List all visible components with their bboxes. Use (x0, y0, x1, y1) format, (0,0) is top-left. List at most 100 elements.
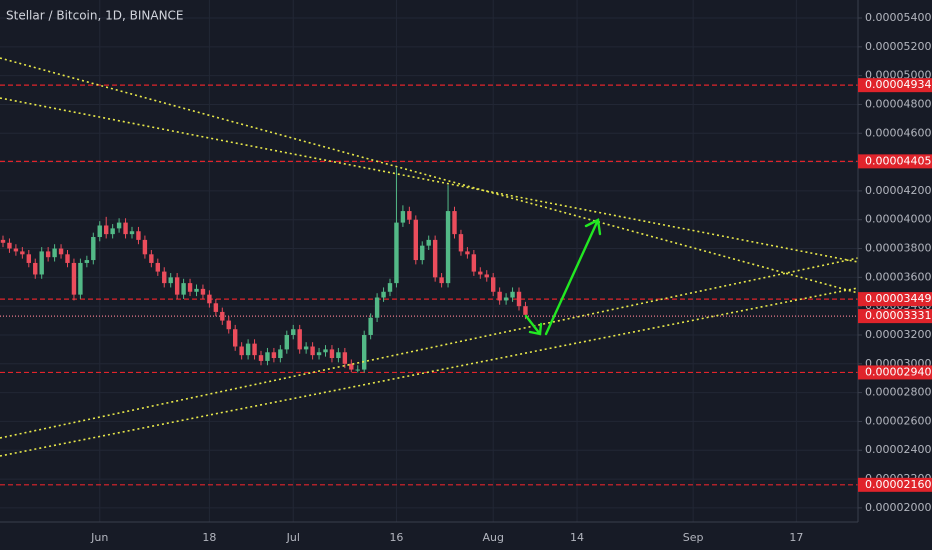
x-tick-label: 17 (789, 531, 803, 544)
price-level-tag (858, 292, 932, 307)
arrows (524, 218, 602, 336)
candle-body (368, 317, 373, 335)
price-level-label: 0.00002160 (865, 478, 931, 491)
x-tick-label: Jun (90, 531, 108, 544)
candle-body (0, 239, 6, 243)
candle-body (284, 334, 289, 350)
candle-body (265, 352, 270, 361)
arrow-head (584, 218, 602, 236)
candle-body (220, 311, 225, 321)
candle-body (39, 251, 44, 275)
candle-body (484, 274, 489, 278)
candle-body (142, 239, 148, 255)
trendline (0, 57, 859, 294)
candle-body (316, 352, 322, 356)
arrow (544, 218, 600, 336)
candle-body (478, 271, 483, 275)
candle-body (374, 297, 380, 318)
price-level-tag (858, 365, 932, 380)
candle-body (336, 352, 341, 359)
candle-body (445, 211, 451, 284)
candle-body (420, 245, 425, 261)
x-tick-label: Aug (482, 531, 503, 544)
candle-body (26, 254, 31, 263)
candle-body (491, 277, 496, 292)
x-tick-label: Jul (286, 531, 300, 544)
candle-body (155, 262, 160, 272)
candle-body (97, 225, 102, 238)
candle-body (407, 211, 412, 220)
trendline (0, 97, 859, 263)
candle-body (323, 349, 328, 353)
trendlines (0, 57, 859, 457)
x-tick-label: 14 (570, 531, 584, 544)
candle-body (174, 277, 180, 295)
candle-body (104, 225, 109, 235)
candle-body (187, 283, 193, 292)
candle-body (349, 363, 354, 370)
candle-body (207, 294, 212, 304)
candle-body (20, 251, 25, 255)
candle-body (13, 248, 19, 252)
price-level-label: 0.00004934 (865, 78, 931, 91)
arrow-head (528, 322, 543, 336)
candle-body (213, 303, 219, 312)
y-tick-label: 0.00005200 (865, 40, 931, 53)
y-tick-label: 0.00005400 (865, 11, 931, 24)
candle-body (252, 343, 257, 356)
price-level-tag (858, 154, 932, 169)
y-tick-label: 0.00002000 (865, 501, 931, 514)
arrow (524, 314, 542, 336)
candle-body (116, 222, 122, 229)
y-tick-label: 0.00003600 (865, 270, 931, 283)
candle-body (310, 346, 315, 356)
candle-body (168, 277, 173, 284)
candle-body (194, 288, 199, 292)
y-tick-label: 0.00002600 (865, 414, 931, 427)
candle-body (123, 222, 128, 235)
y-tick-label: 0.00003200 (865, 328, 931, 341)
candle-body (239, 346, 244, 356)
candle-body (439, 277, 444, 284)
candle-body (245, 343, 251, 356)
candle-body (226, 320, 231, 330)
candle-body (510, 291, 515, 298)
candle-body (297, 329, 302, 350)
price-level-label: 0.00003331 (865, 309, 931, 322)
candle-body (84, 260, 90, 263)
candle-body (233, 329, 238, 347)
candle-body (471, 254, 477, 272)
levels (0, 84, 858, 486)
candle-body (52, 248, 57, 258)
candle-body (58, 248, 64, 255)
axis-labels: 0.000020000.000022000.000024000.00002600… (90, 11, 932, 544)
candle-body (33, 262, 38, 275)
candle-body (387, 283, 393, 292)
candle-body (136, 231, 141, 240)
price-level-tag (858, 78, 932, 93)
x-tick-label: 18 (202, 531, 216, 544)
candles (0, 167, 528, 373)
x-tick-label: 16 (389, 531, 403, 544)
candle-body (465, 251, 470, 255)
trendline (0, 257, 859, 439)
candle-body (7, 242, 12, 249)
y-tick-label: 0.00004200 (865, 184, 931, 197)
candle-body (200, 288, 206, 295)
y-tick-label: 0.00004000 (865, 213, 931, 226)
y-tick-label: 0.00003800 (865, 242, 931, 255)
candle-body (503, 297, 509, 301)
x-tick-label: Sep (683, 531, 704, 544)
candle-body (45, 251, 51, 258)
price-level-label: 0.00004405 (865, 154, 931, 167)
candle-body (71, 262, 77, 295)
candle-body (278, 349, 283, 359)
price-level-tag (858, 477, 932, 492)
candle-body (129, 231, 135, 235)
y-tick-label: 0.00002400 (865, 443, 931, 456)
candle-body (162, 271, 167, 284)
candle-body (181, 283, 186, 295)
candle-body (413, 219, 418, 261)
price-level-label: 0.00003449 (865, 292, 931, 305)
candle-body (258, 355, 264, 361)
